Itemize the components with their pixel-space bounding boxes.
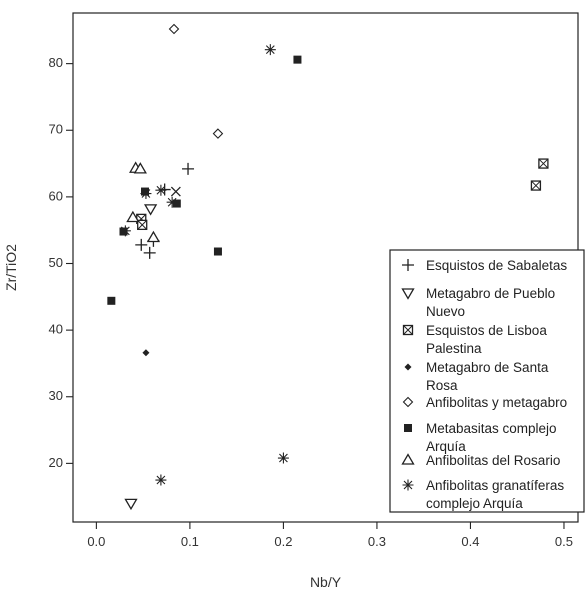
data-point <box>293 55 302 64</box>
data-point <box>212 128 224 139</box>
legend-label: Anfibolitas granatíferas <box>426 478 564 493</box>
x-tick-label: 0.0 <box>87 534 105 549</box>
data-point <box>126 210 140 223</box>
legend: Esquistos de Sabaletas Metagabro de Puebl… <box>389 249 585 513</box>
data-point <box>170 186 181 197</box>
data-point <box>140 188 152 200</box>
y-tick-label: 30 <box>49 388 63 403</box>
legend-label: Rosa <box>426 378 458 393</box>
legend-label: Anfibolitas y metagabro <box>426 395 567 410</box>
legend-label: Esquistos de Lisboa <box>426 323 547 338</box>
y-tick-label: 60 <box>49 188 63 203</box>
x-tick-label: 0.4 <box>461 534 479 549</box>
data-point <box>141 187 150 196</box>
data-point <box>107 296 116 305</box>
y-tick-label: 20 <box>49 455 63 470</box>
data-point <box>264 44 276 56</box>
x-tick-label: 0.1 <box>181 534 199 549</box>
legend-label: Metagabro de Santa <box>426 360 549 375</box>
legend-label: complejo Arquía <box>426 496 523 511</box>
legend-label: Arquía <box>426 439 466 454</box>
legend-marker <box>402 324 414 336</box>
data-point <box>133 162 147 174</box>
data-point <box>119 225 131 237</box>
legend-label: Metabasitas complejo <box>426 421 557 436</box>
data-point <box>155 184 167 196</box>
data-point <box>182 162 195 175</box>
legend-marker <box>401 288 415 300</box>
legend-marker <box>404 424 412 432</box>
data-point <box>166 196 178 208</box>
data-point <box>146 230 161 243</box>
data-point <box>172 199 181 208</box>
legend-marker <box>401 453 415 465</box>
data-point <box>538 158 549 169</box>
data-point <box>168 23 180 35</box>
legend-marker <box>404 363 412 371</box>
x-tick-label: 0.2 <box>274 534 292 549</box>
legend-label: Palestina <box>426 341 482 356</box>
data-point <box>213 247 222 256</box>
data-point <box>142 349 150 357</box>
data-point <box>277 452 289 464</box>
data-points <box>107 23 549 511</box>
legend-label: Anfibolitas del Rosario <box>426 453 560 468</box>
plot-layer: 0.0 0.1 0.2 0.3 0.4 0.5 20 30 40 50 60 70 80 Nb/Y Zr/T… <box>3 12 579 590</box>
data-point <box>155 474 167 486</box>
legend-marker <box>402 479 414 491</box>
y-tick-label: 50 <box>49 255 63 270</box>
data-point <box>530 180 542 191</box>
legend-label: Metagabro de Pueblo <box>426 286 555 301</box>
x-axis-label: Nb/Y <box>310 574 342 590</box>
y-tick-label: 70 <box>49 122 63 137</box>
data-point <box>135 238 148 251</box>
legend-label: Nuevo <box>426 304 465 319</box>
legend-box <box>389 249 585 513</box>
x-tick-label: 0.5 <box>555 534 573 549</box>
data-point <box>124 498 138 511</box>
legend-label: Esquistos de Sabaletas <box>426 258 567 273</box>
data-point <box>119 227 128 236</box>
y-tick-label: 80 <box>49 55 63 70</box>
y-tick-label: 40 <box>49 322 63 337</box>
legend-marker <box>402 259 414 271</box>
data-point <box>143 204 158 216</box>
legend-marker <box>402 396 414 408</box>
y-axis-label: Zr/TiO2 <box>3 244 19 291</box>
data-point <box>137 219 148 231</box>
x-tick-label: 0.3 <box>368 534 386 549</box>
data-point <box>143 246 156 259</box>
